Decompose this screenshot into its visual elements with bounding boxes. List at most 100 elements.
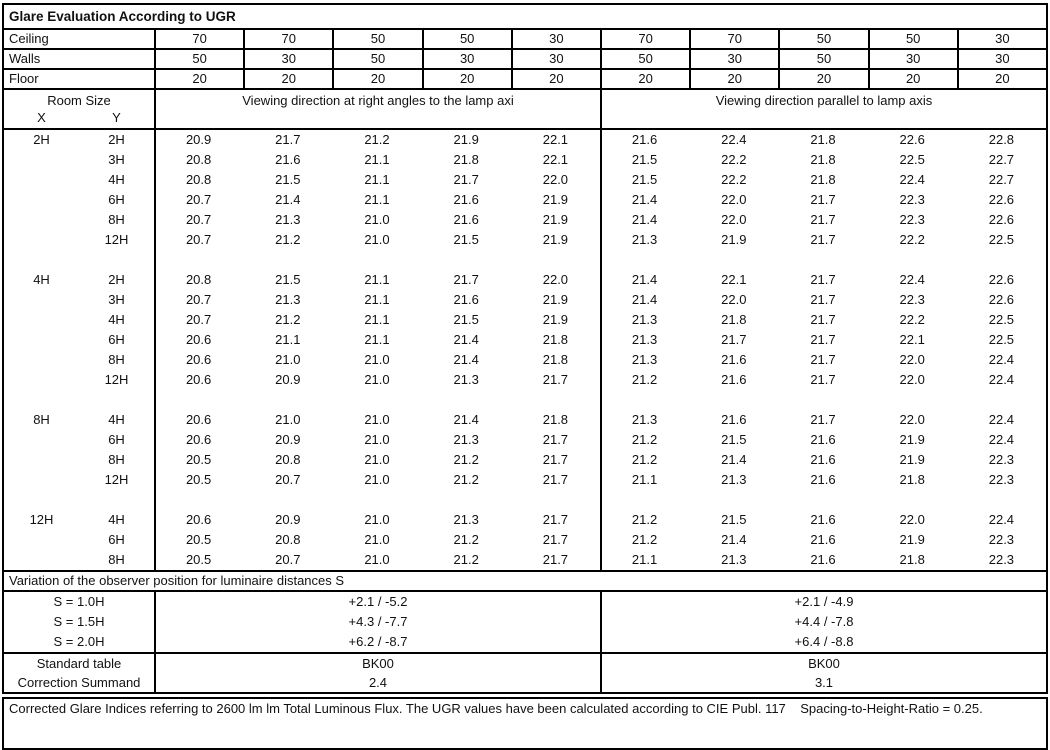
table-row: 12H 20.6 20.9 21.0 21.3 21.7 21.2 21.6 2… — [4, 370, 1046, 390]
ugr-value: 22.0 — [899, 372, 925, 387]
variation-value-parallel: +2.1 / -4.9 — [600, 592, 1046, 612]
room-y-value: 8H — [108, 452, 125, 467]
ugr-value: 22.3 — [988, 472, 1015, 487]
reflectance-value: 50 — [332, 50, 421, 68]
ugr-value: 22.4 — [988, 432, 1015, 447]
ugr-value: 21.2 — [453, 552, 479, 567]
ugr-value: 21.2 — [364, 132, 390, 147]
ugr-value: 20.6 — [185, 512, 212, 527]
table-row: 12H 20.5 20.7 21.0 21.2 21.7 21.1 21.3 2… — [4, 470, 1046, 490]
room-x-value: 2H — [33, 132, 50, 147]
ugr-value: 21.6 — [721, 412, 747, 427]
reflectance-value: 20 — [243, 70, 332, 88]
ugr-value: 22.3 — [899, 292, 925, 307]
ugr-value: 21.8 — [453, 152, 479, 167]
room-y-value: 8H — [108, 352, 125, 367]
ugr-value: 22.2 — [899, 232, 925, 247]
room-x-value — [4, 430, 79, 450]
reflectance-value: 30 — [510, 30, 600, 48]
ugr-value: 21.0 — [364, 512, 390, 527]
ugr-value — [154, 390, 243, 410]
ugr-value — [689, 250, 778, 270]
ugr-value: 20.7 — [185, 192, 212, 207]
table-row: S = 1.0H +2.1 / -5.2 +2.1 / -4.9 — [4, 592, 1046, 612]
ugr-value: 22.3 — [988, 532, 1015, 547]
ugr-value: 21.7 — [810, 292, 836, 307]
ugr-value: 22.0 — [721, 192, 747, 207]
ugr-value: 22.8 — [988, 132, 1015, 147]
ugr-value: 21.6 — [275, 152, 301, 167]
ugr-value: 21.8 — [542, 332, 569, 347]
table-row: 12H 20.7 21.2 21.0 21.5 21.9 21.3 21.9 2… — [4, 230, 1046, 250]
ugr-value: 21.4 — [453, 332, 479, 347]
room-y-value: 4H — [108, 172, 125, 187]
ugr-value: 21.4 — [631, 212, 658, 227]
ugr-value: 22.6 — [988, 212, 1015, 227]
room-size-header: Room Size X Y — [4, 90, 154, 128]
ugr-value — [689, 390, 778, 410]
ugr-value: 20.7 — [275, 552, 301, 567]
ugr-value: 20.8 — [185, 272, 212, 287]
ugr-value: 21.0 — [275, 412, 301, 427]
ugr-value: 20.5 — [185, 472, 212, 487]
ugr-value: 21.0 — [275, 352, 301, 367]
ugr-value: 21.8 — [810, 152, 836, 167]
luminaire-distance-label: S = 1.5H — [53, 614, 105, 629]
reflectance-value: 20 — [421, 70, 511, 88]
room-x-value: 12H — [29, 512, 54, 527]
ugr-value: 22.0 — [899, 512, 925, 527]
table-row: S = 1.5H +4.3 / -7.7 +4.4 / -7.8 — [4, 612, 1046, 632]
ugr-matrix-body: 2H 2H 20.9 21.7 21.2 21.9 22.1 21.6 22.4… — [4, 130, 1046, 572]
standard-value-right-angles: 2.4 — [154, 673, 600, 692]
table-row — [4, 390, 1046, 410]
ugr-value: 21.0 — [364, 372, 390, 387]
ugr-value: 21.5 — [275, 272, 301, 287]
ugr-value: 21.9 — [453, 132, 479, 147]
ugr-value: 22.4 — [899, 172, 925, 187]
ugr-value: 21.9 — [721, 232, 747, 247]
ugr-value — [243, 250, 332, 270]
ugr-value: 21.0 — [364, 472, 390, 487]
ugr-value: 21.3 — [631, 312, 658, 327]
y-axis-label: Y — [112, 110, 121, 125]
ugr-value — [154, 490, 243, 510]
ugr-value: 21.4 — [721, 452, 747, 467]
reflectance-value: 20 — [689, 70, 778, 88]
room-x-value — [4, 190, 79, 210]
ugr-value: 21.7 — [810, 312, 836, 327]
ugr-value: 22.6 — [899, 132, 925, 147]
ugr-value: 21.0 — [364, 432, 390, 447]
ugr-value: 22.2 — [721, 172, 747, 187]
ugr-value — [957, 490, 1046, 510]
ugr-value — [600, 490, 689, 510]
ugr-value: 21.9 — [899, 532, 925, 547]
room-x-value — [4, 210, 79, 230]
room-y-value — [79, 490, 154, 510]
reflectance-value: 30 — [510, 50, 600, 68]
table-row: 8H 20.7 21.3 21.0 21.6 21.9 21.4 22.0 21… — [4, 210, 1046, 230]
ugr-value: 21.2 — [453, 532, 479, 547]
ugr-value: 21.7 — [810, 232, 836, 247]
variation-section: S = 1.0H +2.1 / -5.2 +2.1 / -4.9 S = 1.5… — [4, 592, 1046, 654]
room-y-value: 6H — [108, 192, 125, 207]
ugr-value: 21.9 — [542, 292, 569, 307]
ugr-value: 21.2 — [631, 512, 658, 527]
ugr-value — [243, 490, 332, 510]
ugr-value: 20.9 — [275, 372, 301, 387]
ugr-value: 20.7 — [185, 292, 212, 307]
variation-value-right-angles: +2.1 / -5.2 — [154, 592, 600, 612]
ugr-value — [957, 250, 1046, 270]
ugr-value: 21.0 — [364, 232, 390, 247]
ugr-value: 21.0 — [364, 532, 390, 547]
reflectance-value: 50 — [867, 30, 957, 48]
ugr-value: 21.9 — [542, 312, 569, 327]
room-x-value — [4, 170, 79, 190]
ugr-value: 21.7 — [542, 432, 569, 447]
ugr-value: 22.4 — [988, 352, 1015, 367]
ugr-value: 21.7 — [453, 172, 479, 187]
ugr-value: 21.9 — [542, 192, 569, 207]
ugr-value: 21.4 — [275, 192, 301, 207]
reflectance-value: 50 — [332, 30, 421, 48]
reflectance-value: 50 — [599, 50, 689, 68]
standard-row-label: Standard table — [36, 656, 122, 671]
